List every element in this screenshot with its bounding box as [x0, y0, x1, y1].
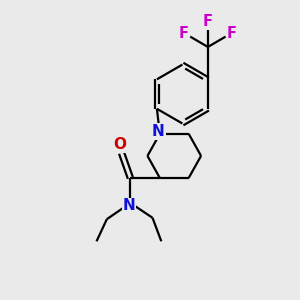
Text: N: N — [122, 198, 135, 213]
Text: F: F — [203, 14, 213, 29]
Text: F: F — [179, 26, 189, 41]
Text: N: N — [152, 124, 165, 139]
Text: O: O — [114, 137, 127, 152]
Text: F: F — [227, 26, 237, 41]
